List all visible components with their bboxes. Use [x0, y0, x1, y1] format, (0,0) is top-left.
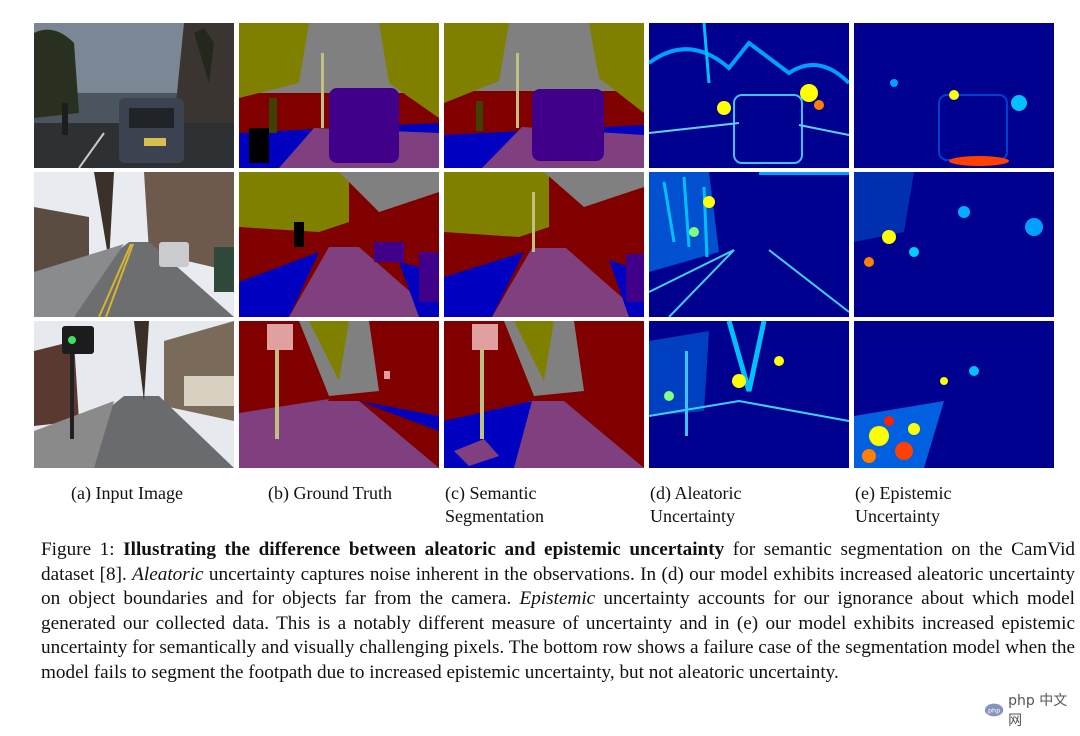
epistemic-row2: [854, 172, 1054, 317]
input-image-row1: [34, 23, 234, 168]
epistemic-row1: [854, 23, 1054, 168]
subfigure-label-b: (b) Ground Truth: [268, 482, 392, 505]
subfigure-label-a: (a) Input Image: [71, 482, 183, 505]
input-image-row3: [34, 321, 234, 468]
ground-truth-row3: [239, 321, 439, 468]
caption-part2: uncertainty captures noise inherent in t…: [41, 563, 1075, 610]
aleatoric-row3: [649, 321, 849, 468]
caption-part1: for semantic segmentation on the CamVid …: [41, 539, 1076, 585]
caption-italic-epistemic: Epistemic: [519, 588, 596, 610]
watermark: php php 中文网: [980, 693, 1075, 729]
ground-truth-row1: [239, 23, 439, 168]
semantic-seg-row2: [444, 172, 644, 317]
caption-bold-title: Illustrating the difference between alea…: [123, 539, 725, 560]
figure-image-grid: [34, 23, 1054, 468]
subfigure-label-e-line2: Uncertainty: [855, 506, 940, 526]
subfigure-label-e-line1: (e) Epistemic: [855, 483, 952, 503]
semantic-seg-row3: [444, 321, 644, 468]
caption-italic-aleatoric: Aleatoric: [132, 563, 204, 585]
aleatoric-row1: [649, 23, 849, 168]
php-logo-icon: php: [984, 703, 1004, 717]
figure-caption: Figure 1: Illustrating the difference be…: [41, 538, 1075, 686]
svg-text:php: php: [988, 707, 1000, 715]
aleatoric-row2: [649, 172, 849, 317]
input-image-row2: [34, 172, 234, 317]
subfigure-label-c-line2: Segmentation: [445, 506, 544, 526]
subfigure-label-d-line2: Uncertainty: [650, 506, 735, 526]
watermark-text: php 中文网: [1008, 693, 1068, 729]
epistemic-row3: [854, 321, 1054, 468]
subfigure-label-e: (e) Epistemic Uncertainty: [855, 482, 951, 528]
subfigure-label-c: (c) Semantic Segmentation: [445, 482, 544, 528]
ground-truth-row2: [239, 172, 439, 317]
subfigure-label-d: (d) Aleatoric Uncertainty: [650, 482, 741, 528]
subfigure-label-b-line1: (b) Ground Truth: [268, 483, 393, 503]
caption-prefix: Figure 1:: [41, 539, 124, 560]
semantic-seg-row1: [444, 23, 644, 168]
subfigure-label-c-line1: (c) Semantic: [445, 483, 537, 503]
caption-part3: uncertainty accounts for our ignorance a…: [41, 588, 1075, 683]
subfigure-label-a-line1: (a) Input Image: [71, 483, 183, 503]
subfigure-label-d-line1: (d) Aleatoric: [650, 483, 742, 503]
